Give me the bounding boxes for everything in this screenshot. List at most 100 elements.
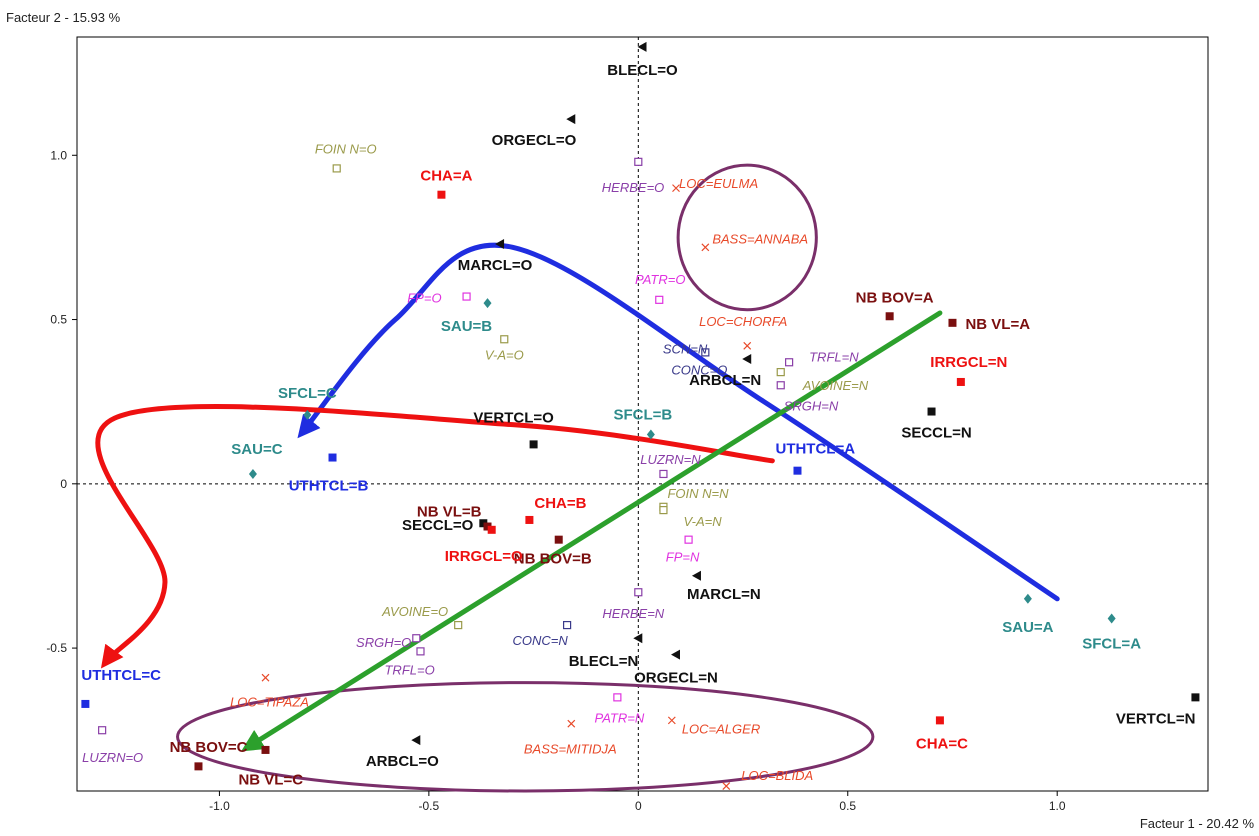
marker-open-square xyxy=(98,726,107,735)
marker-cross xyxy=(667,716,676,725)
point-label: LOC=EULMA xyxy=(679,176,758,191)
trend-arrow xyxy=(95,404,775,669)
point-label: SRGH=N xyxy=(784,398,839,413)
point-loc-blida: LOC=BLIDA xyxy=(722,768,813,790)
point-conc-o: CONC=O xyxy=(671,362,727,377)
point-label: SCN=N xyxy=(663,341,708,356)
group-ellipse xyxy=(676,163,818,312)
point-label: UTHTCL=B xyxy=(289,478,369,495)
marker-diamond xyxy=(248,468,257,479)
point-label: FOIN N=N xyxy=(667,486,729,501)
marker-square xyxy=(927,407,936,416)
point-cha-a: CHA=A xyxy=(420,168,473,199)
point-label: UTHTCL=C xyxy=(81,667,161,684)
marker-square xyxy=(935,716,944,725)
marker-open-square xyxy=(634,157,643,166)
point-label: PATR=N xyxy=(594,710,644,725)
point-blecl-n: BLECL=N xyxy=(569,633,643,670)
point-label: SAU=B xyxy=(441,318,492,335)
marker-triangle xyxy=(691,570,701,581)
point-label: MARCL=O xyxy=(458,257,533,274)
y-tick-label: 0 xyxy=(60,477,67,491)
marker-square xyxy=(554,535,563,544)
point-label: LOC=TIPAZA xyxy=(230,695,309,710)
point-nb-vl-b: NB VL=B xyxy=(417,504,492,531)
point-sau-b: SAU=B xyxy=(441,298,492,335)
point-avoine-n: AVOINE=N xyxy=(776,368,869,393)
point-foin-n-n: FOIN N=N xyxy=(659,486,729,511)
point-fp-o: FP=O xyxy=(407,291,471,306)
marker-open-square xyxy=(634,588,643,597)
marker-square xyxy=(1191,693,1200,702)
point-blecl-o: BLECL=O xyxy=(607,41,678,79)
marker-square xyxy=(194,762,203,771)
point-trfl-n: TRFL=N xyxy=(785,349,859,367)
point-vertcl-n: VERTCL=N xyxy=(1116,693,1200,727)
marker-triangle xyxy=(566,114,576,125)
group-ellipse xyxy=(176,681,875,793)
point-uthtcl-c: UTHTCL=C xyxy=(81,667,161,708)
point-label: CHA=A xyxy=(420,168,472,185)
point-label: CHA=B xyxy=(534,495,586,512)
x-tick-label: 1.0 xyxy=(1049,799,1066,813)
point-seccl-n: SECCL=N xyxy=(901,407,972,442)
marker-open-square xyxy=(613,693,622,702)
x-tick-label: 0.5 xyxy=(839,799,856,813)
point-sfcl-a: SFCL=A xyxy=(1082,613,1141,653)
point-label: ARBCL=O xyxy=(366,753,439,770)
point-orgecl-n: ORGECL=N xyxy=(634,649,718,687)
point-patr-n: PATR=N xyxy=(594,693,645,725)
y-axis: -0.5 0 0.5 1.0 xyxy=(46,148,77,655)
point-label: CONC=N xyxy=(512,633,568,648)
point-label: VERTCL=N xyxy=(1116,710,1196,727)
point-label: TRFL=N xyxy=(809,349,859,364)
marker-square xyxy=(483,522,492,531)
point-orgecl-o: ORGECL=O xyxy=(492,114,577,149)
point-label: NB VL=A xyxy=(965,316,1030,333)
y-tick-label: 0.5 xyxy=(50,313,67,327)
point-uthtcl-b: UTHTCL=B xyxy=(289,453,369,495)
plot-frame xyxy=(76,36,1209,792)
point-sfcl-b: SFCL=B xyxy=(613,407,672,440)
point-label: LOC=CHORFA xyxy=(699,314,787,329)
marker-square xyxy=(261,745,270,754)
point-label: TRFL=O xyxy=(384,662,434,677)
point-label: UTHTCL=A xyxy=(775,441,855,458)
point-label: V-A=N xyxy=(683,514,722,529)
point-nb-bov-b: NB BOV=B xyxy=(514,535,592,568)
marker-triangle xyxy=(633,633,643,644)
marker-open-square xyxy=(454,620,463,630)
marker-diamond xyxy=(303,409,312,420)
marker-square xyxy=(793,466,802,475)
point-fp-n: FP=N xyxy=(666,535,700,565)
marker-open-square xyxy=(462,292,471,301)
point-loc-chorfa: LOC=CHORFA xyxy=(699,314,787,350)
point-label: V-A=O xyxy=(485,347,524,362)
point-label: NB VL=C xyxy=(238,771,303,788)
marker-diamond xyxy=(483,298,492,309)
marker-cross xyxy=(261,673,270,682)
point-avoine-o: AVOINE=O xyxy=(381,604,463,630)
trend-arrow xyxy=(297,242,1060,602)
point-sfcl-c: SFCL=C xyxy=(278,385,337,420)
point-cha-b: CHA=B xyxy=(525,495,587,524)
point-label: NB VL=B xyxy=(417,504,482,521)
point-conc-n: CONC=N xyxy=(512,620,572,648)
point-label: NB BOV=B xyxy=(514,551,592,568)
marker-cross xyxy=(672,184,680,193)
point-label: ORGECL=O xyxy=(492,132,577,149)
point-irrgcl-o: IRRGCL=O xyxy=(445,525,523,565)
point-label: IRRGCL=N xyxy=(930,354,1007,371)
marker-square xyxy=(948,318,957,327)
ellipses-layer xyxy=(176,163,875,793)
x-axis: -1.0 -0.5 0 0.5 1.0 xyxy=(209,791,1066,813)
point-label: SFCL=A xyxy=(1082,636,1141,653)
point-label: MARCL=N xyxy=(687,586,761,603)
point-nb-vl-a: NB VL=A xyxy=(948,316,1030,333)
x-axis-title: Facteur 1 - 20.42 % xyxy=(1140,816,1255,831)
y-tick-label: -0.5 xyxy=(46,641,67,655)
point-seccl-o: SECCL=O xyxy=(402,517,488,534)
marker-open-square xyxy=(776,368,785,377)
marker-triangle xyxy=(742,353,752,364)
point-nb-bov-a: NB BOV=A xyxy=(856,289,934,321)
